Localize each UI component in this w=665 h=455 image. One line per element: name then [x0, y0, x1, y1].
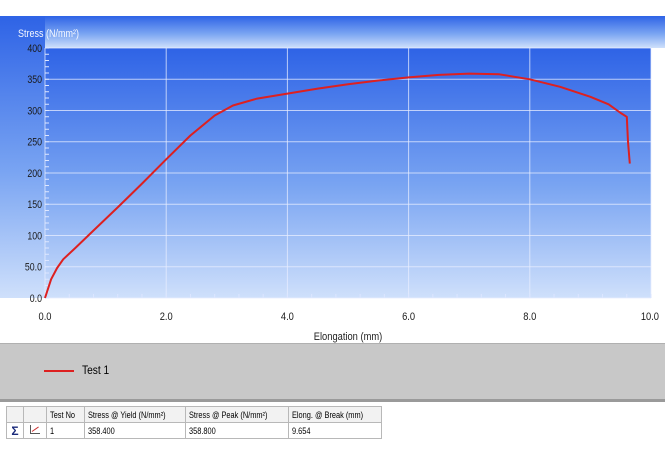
- results-header-row: Test No Stress @ Yield (N/mm²) Stress @ …: [6, 406, 383, 423]
- results-panel: Test No Stress @ Yield (N/mm²) Stress @ …: [0, 399, 665, 455]
- header-blank-1: [6, 406, 24, 423]
- chart-icon[interactable]: [23, 422, 47, 439]
- x-tick-label: 4.0: [281, 311, 294, 323]
- header-stress-peak[interactable]: Stress @ Peak (N/mm²): [185, 406, 289, 423]
- results-table: Test No Stress @ Yield (N/mm²) Stress @ …: [6, 406, 383, 439]
- x-axis-title: Elongation (mm): [314, 331, 382, 343]
- y-tick-label: 50.0: [25, 262, 43, 274]
- y-tick-labels: 0.0 50.0 100 150 200 250 300 350 400: [25, 43, 43, 305]
- header-stress-yield[interactable]: Stress @ Yield (N/mm²): [83, 406, 187, 423]
- x-tick-labels: 0.0 2.0 4.0 6.0 8.0 10.0: [39, 311, 660, 323]
- series-line-test-1: [44, 72, 631, 299]
- chart-header-band: [0, 16, 665, 48]
- cell-stress-yield: 358.400: [83, 422, 187, 439]
- x-tick-label: 8.0: [523, 311, 536, 323]
- y-axis-title: Stress (N/mm²): [18, 28, 79, 40]
- y-tick-label: 400: [27, 43, 42, 55]
- y-tick-label: 300: [27, 106, 42, 118]
- stress-strain-chart: 0.0 50.0 100 150 200 250 300 350 400 0.0 2.0 4.0 6.…: [0, 16, 665, 343]
- y-tick-label: 200: [27, 168, 42, 180]
- grid-lines: [44, 47, 652, 299]
- cell-stress-peak: 358.800: [185, 422, 289, 439]
- y-tick-label: 150: [27, 199, 42, 211]
- header-elong-break[interactable]: Elong. @ Break (mm): [287, 406, 383, 423]
- y-tick-label: 100: [27, 231, 42, 243]
- cell-test-no: 1: [46, 422, 85, 439]
- x-tick-label: 0.0: [39, 311, 52, 323]
- series-layer: [44, 72, 631, 299]
- header-blank-2: [23, 406, 47, 423]
- header-test-no[interactable]: Test No: [46, 406, 85, 423]
- chart-area: 0.0 50.0 100 150 200 250 300 350 400 0.0 2.0 4.0 6.…: [0, 16, 665, 343]
- y-tick-label: 0.0: [30, 293, 43, 305]
- x-tick-label: 2.0: [160, 311, 173, 323]
- y-tick-label: 350: [27, 74, 42, 86]
- legend-label: Test 1: [82, 363, 110, 377]
- x-tick-label: 10.0: [641, 311, 659, 323]
- sigma-icon[interactable]: Σ: [6, 422, 24, 439]
- cell-elong-break: 9.654: [287, 422, 383, 439]
- x-tick-label: 6.0: [402, 311, 415, 323]
- table-row[interactable]: Σ 1 358.400 358.800 9.654: [6, 422, 383, 439]
- legend-swatch: [44, 370, 74, 372]
- y-axis-gutter: [0, 16, 45, 298]
- y-tick-label: 250: [27, 137, 42, 149]
- legend-panel: Test 1: [0, 343, 665, 400]
